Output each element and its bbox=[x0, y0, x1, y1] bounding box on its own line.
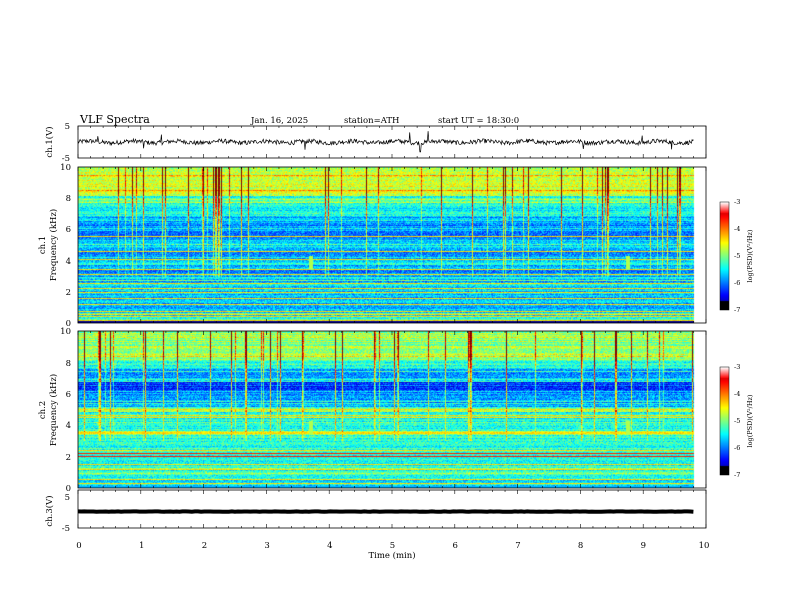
xtick-10: 10 bbox=[699, 541, 710, 551]
ch1-colorbar-container bbox=[720, 202, 729, 310]
ch1-spec-ytick-4: 4 bbox=[66, 257, 71, 267]
ch1-cb-tick-m6: -6 bbox=[734, 279, 740, 287]
xtick-0: 0 bbox=[76, 541, 81, 551]
xtick-1: 1 bbox=[139, 541, 144, 551]
ch2-spectrogram-panel: 0 2 4 6 8 10 ch.2 Frequency (kHz) -3 -4 … bbox=[38, 327, 754, 494]
ch2-spec-ytick-6: 6 bbox=[66, 390, 71, 400]
ch2-spec-tick-marks bbox=[77, 331, 707, 488]
xtick-7: 7 bbox=[515, 541, 520, 551]
ch1-ytick-top: 5 bbox=[65, 122, 70, 132]
xtick-8: 8 bbox=[578, 541, 583, 551]
ch1-spec-ytick-6: 6 bbox=[66, 225, 71, 235]
xaxis-label: Time (min) bbox=[368, 550, 415, 561]
ch2-spec-ytick-8: 8 bbox=[66, 359, 71, 369]
ch3-ytick-top: 5 bbox=[65, 493, 70, 503]
ch2-spec-ytick-0: 0 bbox=[66, 484, 71, 494]
ch1-spec-ylabel-frequency: Frequency (kHz) bbox=[48, 209, 59, 281]
ch2-colorbar-label: log(PSD)(V²/Hz) bbox=[746, 394, 754, 447]
ch1-colorbar-ticks: -3 -4 -5 -6 -7 bbox=[734, 198, 740, 314]
date-label: Jan. 16, 2025 bbox=[250, 116, 308, 126]
ch1-spec-ytick-8: 8 bbox=[66, 194, 71, 204]
station-label: station=ATH bbox=[344, 116, 399, 126]
ch1-spectrogram-panel: 0 2 4 6 8 10 ch.1 Frequency (kHz) -3 -4 … bbox=[38, 163, 754, 329]
xtick-9: 9 bbox=[641, 541, 646, 551]
ch3-waveform-panel: 5 -5 ch.3(V) bbox=[44, 489, 707, 534]
ch1-waveform-panel: 5 -5 ch.1(V) bbox=[44, 122, 707, 164]
ch2-spec-yticks: 0 2 4 6 8 10 bbox=[60, 327, 71, 494]
xtick-5: 5 bbox=[390, 541, 395, 551]
ch1-spec-ylabel-channel: ch.1 bbox=[38, 236, 48, 254]
ch1-ytick-bottom: -5 bbox=[62, 154, 70, 164]
xtick-6: 6 bbox=[452, 541, 457, 551]
ch1-spectrogram-container bbox=[78, 167, 706, 323]
ch2-colorbar-ticks: -3 -4 -5 -6 -7 bbox=[734, 363, 740, 479]
ch2-spec-ytick-2: 2 bbox=[66, 453, 71, 463]
ch1-spectrogram-image bbox=[78, 167, 706, 323]
figure-title: VLF Spectra bbox=[79, 113, 150, 126]
ch2-cb-tick-m7: -7 bbox=[734, 471, 740, 479]
ch1-cb-tick-m4: -4 bbox=[734, 225, 740, 233]
ch1-tick-marks bbox=[77, 126, 707, 158]
ch2-colorbar-container bbox=[720, 367, 729, 475]
ch2-cb-tick-m4: -4 bbox=[734, 390, 740, 398]
ch3-ylabel: ch.3(V) bbox=[44, 495, 55, 526]
ch2-spec-ytick-4: 4 bbox=[66, 421, 71, 431]
ch2-spec-ylabel-channel: ch.2 bbox=[38, 401, 48, 419]
xtick-4: 4 bbox=[327, 541, 332, 551]
xtick-3: 3 bbox=[264, 541, 269, 551]
ch1-spec-ytick-10: 10 bbox=[60, 163, 71, 173]
xtick-2: 2 bbox=[202, 541, 207, 551]
ch2-colorbar-frame bbox=[719, 366, 730, 476]
ch3-tick-marks bbox=[77, 490, 707, 528]
time-axis: 0 1 2 3 4 5 6 7 8 9 10 Time (min) bbox=[76, 541, 709, 561]
ch2-cb-tick-m6: -6 bbox=[734, 444, 740, 452]
ch1-spec-yticks: 0 2 4 6 8 10 bbox=[60, 163, 71, 329]
ch2-spec-ytick-10: 10 bbox=[60, 327, 71, 337]
ch1-colorbar-label: log(PSD)(V²/Hz) bbox=[746, 229, 754, 282]
ch1-cb-tick-m3: -3 bbox=[734, 198, 740, 206]
ch1-trace bbox=[77, 131, 694, 153]
ch1-colorbar-frame bbox=[719, 201, 730, 311]
ch3-ytick-bottom: -5 bbox=[62, 524, 70, 534]
start-time-label: start UT = 18:30:0 bbox=[438, 116, 519, 126]
ch2-spec-ylabel-frequency: Frequency (kHz) bbox=[48, 374, 59, 446]
ch2-spectrogram-container bbox=[78, 331, 706, 488]
ch2-cb-tick-m3: -3 bbox=[734, 363, 740, 371]
ch1-spec-ytick-2: 2 bbox=[66, 288, 71, 298]
ch1-spec-ytick-0: 0 bbox=[66, 319, 71, 329]
ch2-colorbar bbox=[720, 367, 729, 475]
ch2-spectrogram-image bbox=[78, 331, 706, 488]
ch1-colorbar bbox=[720, 202, 729, 310]
ch2-cb-tick-m5: -5 bbox=[734, 417, 740, 425]
ch1-cb-tick-m7: -7 bbox=[734, 306, 740, 314]
ch3-frame bbox=[77, 489, 707, 529]
ch1-ylabel: ch.1(V) bbox=[44, 126, 55, 157]
ch1-spec-tick-marks bbox=[77, 167, 707, 323]
ch1-cb-tick-m5: -5 bbox=[734, 252, 740, 260]
